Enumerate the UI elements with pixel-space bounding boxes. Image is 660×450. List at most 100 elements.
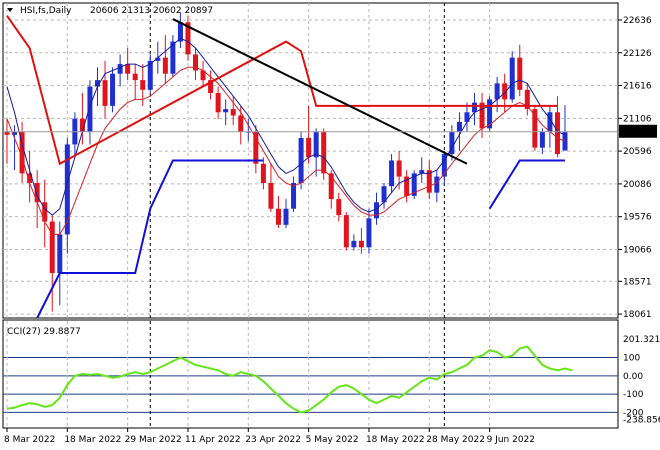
candle — [253, 125, 259, 174]
price-tick-label: 20596 — [623, 147, 652, 157]
time-tick-label: 9 Jun 2022 — [487, 435, 535, 445]
cci-label: CCI(27) 29.8877 — [7, 327, 81, 337]
candle-body — [464, 112, 470, 122]
candle-body — [27, 173, 33, 183]
candle — [42, 179, 48, 248]
candle — [351, 234, 357, 251]
candle-body — [34, 183, 40, 203]
fast-moving-average-line — [6, 37, 566, 216]
cci-axis-ticks: 201.3217 100 0.00 -100 -200-238.856 — [623, 335, 660, 425]
candle-body — [517, 57, 523, 90]
candle — [27, 150, 33, 203]
slow-moving-average-line — [6, 66, 566, 235]
candle-body — [155, 57, 161, 61]
candle-body — [343, 215, 349, 248]
candle-body — [177, 22, 183, 42]
candle — [547, 105, 553, 148]
candle-body — [79, 118, 85, 132]
candle — [12, 125, 18, 171]
candle — [532, 105, 538, 151]
candle — [64, 138, 70, 254]
candle — [200, 60, 206, 87]
time-tick-label: 18 May 2022 — [366, 435, 425, 445]
lower-stop-line — [36, 159, 565, 319]
price-tick-label: 22126 — [623, 49, 652, 59]
candle-body — [411, 173, 417, 196]
candle-body — [19, 131, 25, 174]
candle-body — [49, 221, 55, 273]
candle — [366, 208, 372, 254]
candle-body — [419, 170, 425, 174]
cci-tick-label: -200 — [623, 408, 644, 418]
candle — [306, 105, 312, 164]
candle-body — [291, 183, 297, 209]
candle — [479, 93, 485, 138]
candle — [426, 160, 432, 200]
candle — [34, 170, 40, 228]
candle — [509, 51, 515, 103]
candle — [193, 48, 199, 81]
candle — [170, 35, 176, 77]
candle-body — [215, 93, 221, 113]
candle-body — [321, 131, 327, 174]
candle — [110, 67, 116, 113]
candle-body — [547, 112, 553, 132]
candle-body — [64, 144, 70, 235]
cci-level-lines — [3, 321, 618, 427]
candle-body — [441, 154, 447, 177]
collapse-arrow-icon[interactable] — [7, 8, 13, 12]
candle — [230, 96, 236, 126]
time-axis: 8 Mar 2022 18 Mar 2022 29 Mar 2022 11 Apr 2… — [4, 428, 535, 445]
candle — [208, 70, 214, 100]
time-tick-label: 29 Mar 2022 — [125, 435, 182, 445]
candle-body — [313, 131, 319, 158]
cci-panel: 201.3217 100 0.00 -100 -200-238.856 CCI(27) … — [2, 319, 660, 429]
candle — [472, 93, 478, 126]
candle-body — [381, 186, 387, 203]
candle-body — [509, 57, 515, 100]
candle — [434, 170, 440, 203]
candle — [4, 118, 10, 164]
candle — [268, 163, 274, 212]
candle — [132, 64, 138, 100]
candle-body — [373, 202, 379, 219]
candle — [215, 86, 221, 119]
candle-body — [208, 80, 214, 93]
candle — [336, 192, 342, 222]
candle-body — [351, 240, 357, 248]
price-tick-label: 21616 — [623, 82, 652, 92]
candle-body — [193, 54, 199, 71]
candle-body — [554, 112, 560, 155]
candle — [185, 15, 191, 61]
candle — [358, 228, 364, 254]
candle-body — [479, 102, 485, 129]
time-tick-label: 23 Apr 2022 — [245, 435, 301, 445]
candle — [389, 154, 395, 193]
time-tick-label: 18 Mar 2022 — [64, 435, 121, 445]
candle-body — [253, 131, 259, 164]
symbol-label: HSI,fs,Daily — [20, 6, 72, 16]
price-tick-label: 20086 — [623, 180, 652, 190]
candle-body — [132, 73, 138, 81]
candle-body — [336, 199, 342, 216]
candle-body — [147, 60, 153, 90]
candle — [87, 80, 93, 145]
candle — [539, 128, 545, 155]
candle-body — [42, 202, 48, 222]
candle — [57, 221, 63, 306]
candle — [162, 35, 168, 84]
cci-tick-label: -238.856 — [623, 415, 660, 425]
candle-body — [283, 208, 289, 225]
price-tick-label: 18571 — [623, 277, 652, 287]
candle — [117, 54, 123, 87]
candle-body — [298, 138, 304, 183]
candle — [283, 199, 289, 228]
candle-body — [87, 86, 93, 132]
time-tick-label: 28 May 2022 — [426, 435, 485, 445]
price-panel-frame — [2, 2, 619, 319]
candle-body — [4, 131, 10, 135]
price-axis-ticks: 22636 22126 21616 21106 20596 20086 19576 19066… — [618, 16, 652, 320]
time-tick-label: 8 Mar 2022 — [4, 435, 55, 445]
candle — [321, 128, 327, 180]
